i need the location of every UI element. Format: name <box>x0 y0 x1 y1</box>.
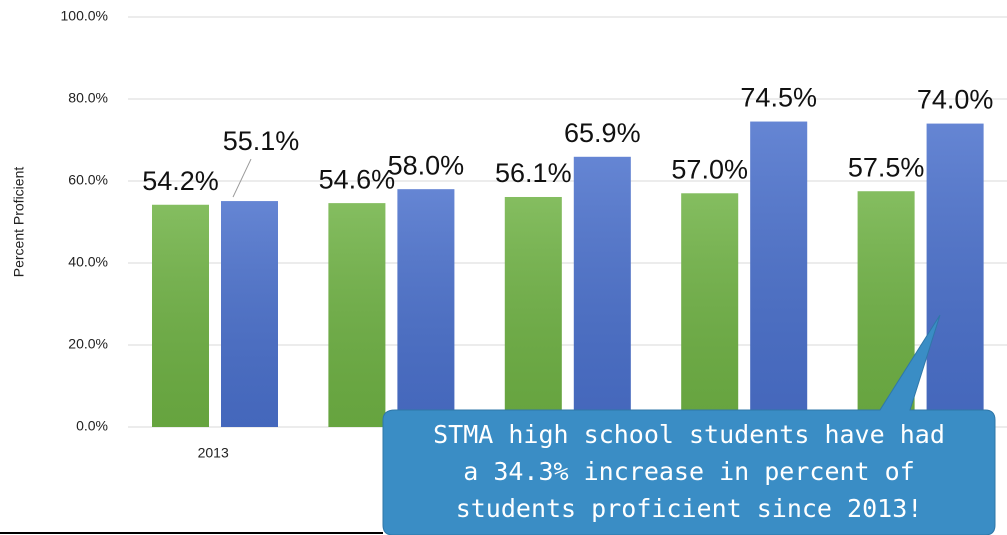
data-label: 54.6% <box>319 164 396 194</box>
bar-shade <box>397 189 455 427</box>
bar-shade <box>152 204 209 427</box>
data-label: 65.9% <box>564 118 641 148</box>
callout-text: a 34.3% increase in percent of <box>463 457 915 486</box>
bar-shade <box>504 196 562 427</box>
callout-text: STMA high school students have had <box>433 420 945 449</box>
x-tick-label: 2013 <box>198 445 229 461</box>
callout-text: students proficient since 2013! <box>456 494 923 523</box>
y-tick-label: 40.0% <box>68 254 108 270</box>
data-label: 74.0% <box>917 85 994 115</box>
bar-shade <box>328 203 386 427</box>
bar-shade <box>681 193 739 427</box>
bar-shade <box>221 201 278 427</box>
data-label: 54.2% <box>142 166 219 196</box>
bar-shade <box>573 156 631 427</box>
data-label: 58.0% <box>388 150 465 180</box>
bar-shade <box>926 123 984 427</box>
leader-line <box>232 158 252 198</box>
y-tick-label: 80.0% <box>68 90 108 106</box>
data-label: 57.5% <box>848 152 925 182</box>
y-tick-label: 60.0% <box>68 172 108 188</box>
y-tick-label: 0.0% <box>76 418 108 434</box>
y-tick-label: 20.0% <box>68 336 108 352</box>
y-axis-label: Percent Proficient <box>11 167 27 278</box>
data-label: 74.5% <box>740 83 817 113</box>
bar-shade <box>750 121 808 428</box>
y-tick-label: 100.0% <box>61 8 108 24</box>
callout: STMA high school students have had a 34.3… <box>382 314 996 535</box>
data-label: 55.1% <box>223 126 300 156</box>
data-label: 57.0% <box>671 154 748 184</box>
data-label: 56.1% <box>495 158 572 188</box>
